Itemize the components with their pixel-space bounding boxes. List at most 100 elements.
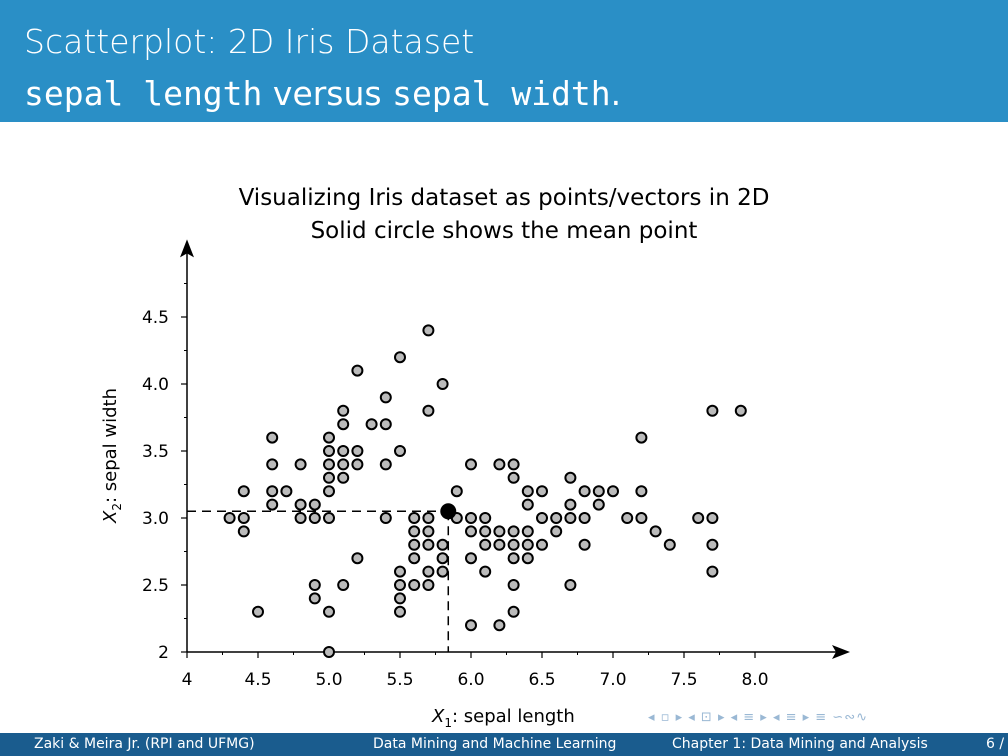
data-point — [734, 404, 747, 417]
data-point — [223, 512, 236, 524]
data-point — [351, 458, 364, 471]
data-point — [507, 471, 520, 484]
data-point — [521, 552, 534, 565]
data-point — [621, 512, 634, 524]
data-point — [323, 646, 335, 658]
data-point — [550, 525, 563, 538]
mean-guide-lines — [187, 510, 450, 652]
x-tick-label: 4.5 — [244, 670, 271, 690]
data-point — [507, 605, 520, 618]
data-point — [266, 431, 279, 444]
data-point — [706, 538, 719, 551]
data-point — [337, 445, 350, 457]
data-point — [337, 404, 350, 417]
data-point — [493, 619, 506, 632]
data-point — [294, 458, 307, 471]
data-point — [592, 498, 605, 511]
data-point — [564, 512, 577, 524]
data-point — [308, 498, 321, 511]
data-point — [337, 418, 350, 431]
data-point — [635, 431, 648, 444]
x-axis-label-sub: 1 — [444, 716, 452, 730]
data-point — [394, 605, 406, 618]
data-point — [507, 538, 520, 551]
x-tick-label: 6.0 — [457, 670, 484, 690]
data-point — [422, 324, 435, 337]
data-point — [479, 565, 492, 578]
data-point — [436, 552, 449, 565]
data-point — [578, 512, 591, 524]
y-axis-label-sub: 2 — [110, 503, 124, 511]
subtitle-versus: versus — [262, 74, 393, 113]
data-point — [493, 458, 506, 471]
data-point — [706, 565, 719, 578]
data-point — [252, 605, 264, 618]
subtitle-sepal-length: sepal length — [24, 74, 263, 113]
footer-authors: Zaki & Meira Jr. (RPI and UFMG) — [34, 736, 255, 752]
axes — [180, 239, 850, 659]
data-point — [422, 565, 435, 578]
x-tick-label: 5.0 — [315, 670, 342, 690]
data-point — [450, 485, 463, 498]
data-point — [408, 538, 421, 551]
axis-labels: X1: sepal length X2: sepal width — [100, 388, 575, 730]
data-point — [649, 525, 662, 538]
data-point — [536, 538, 548, 551]
data-point — [280, 485, 293, 498]
data-point — [308, 592, 321, 605]
data-point — [578, 485, 591, 498]
data-point — [337, 579, 350, 591]
mean-point — [440, 503, 457, 520]
footer-page: 6 / — [986, 736, 1005, 752]
data-point — [266, 485, 279, 498]
data-point — [323, 471, 335, 484]
data-point — [521, 525, 534, 538]
data-point — [408, 512, 421, 524]
data-point — [394, 445, 406, 457]
slide-footer: Zaki & Meira Jr. (RPI and UFMG) Data Min… — [0, 733, 1008, 756]
slide-header: Scatterplot: 2D Iris Dataset sepal lengt… — [0, 0, 1008, 122]
scatter-plot: 4 4.5 5.0 5.5 6.0 6.5 7.0 7.5 8.0 2 2.5 3.0 3.5 4.0 4.… — [100, 239, 850, 730]
data-point — [465, 552, 477, 565]
data-point — [379, 391, 392, 404]
data-point — [323, 458, 335, 471]
x-tick-label: 8.0 — [741, 670, 768, 690]
data-point — [351, 552, 364, 565]
data-point — [706, 404, 719, 417]
data-point — [436, 538, 449, 551]
slide-title: Scatterplot: 2D Iris Dataset — [24, 22, 475, 61]
data-point — [564, 498, 577, 511]
data-point — [635, 512, 648, 524]
x-tick-label: 7.0 — [599, 670, 626, 690]
data-point — [422, 404, 435, 417]
y-tick-label: 4.0 — [142, 375, 169, 395]
data-point — [465, 512, 477, 524]
data-point — [394, 565, 406, 578]
y-tick-label: 3.0 — [142, 509, 169, 529]
data-point — [479, 512, 492, 524]
data-point — [408, 525, 421, 538]
data-point — [337, 458, 350, 471]
data-point — [308, 512, 321, 524]
y-tick-label: 2.5 — [142, 576, 169, 596]
data-point — [493, 538, 506, 551]
data-point — [465, 619, 477, 632]
x-axis-label-symbol: X — [431, 706, 445, 727]
beamer-navigation-icons[interactable]: ◂ ▫ ▸ ◂ ⊡ ▸ ◂ ≡ ▸ ◂ ≡ ▸ ≡ ∽∾∿ — [648, 710, 868, 725]
data-point — [465, 458, 477, 471]
y-axis-label: X2: sepal width — [100, 388, 124, 524]
data-point — [365, 418, 378, 431]
data-point — [237, 525, 250, 538]
data-point — [266, 458, 279, 471]
data-point — [422, 538, 435, 551]
y-axis-label-text: : sepal width — [100, 388, 121, 503]
data-point — [394, 592, 406, 605]
data-point — [479, 538, 492, 551]
data-point — [294, 498, 307, 511]
data-point — [422, 525, 435, 538]
data-point — [379, 418, 392, 431]
data-point — [323, 512, 335, 524]
x-axis-label: X1: sepal length — [431, 706, 575, 730]
data-point — [564, 471, 577, 484]
y-tick-label: 4.5 — [142, 308, 169, 328]
